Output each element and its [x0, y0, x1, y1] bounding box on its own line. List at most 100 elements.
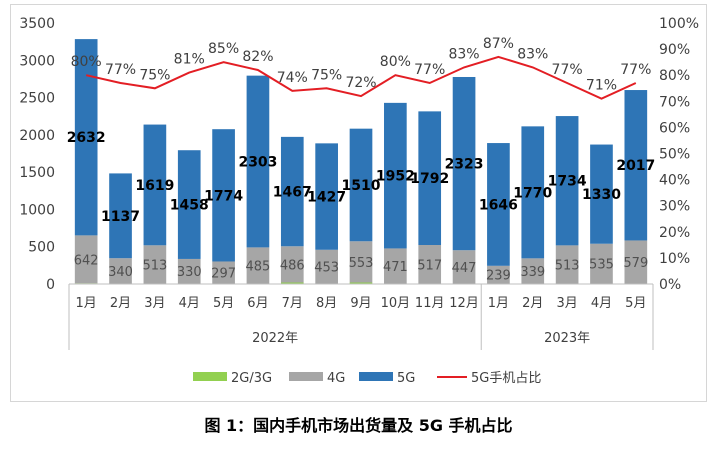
bar-4g — [418, 244, 442, 284]
data-label-5g: 1427 — [307, 190, 346, 206]
data-label-4g: 553 — [349, 256, 374, 271]
x-tick-label: 2月 — [110, 296, 131, 311]
x-tick-label: 1月 — [488, 296, 509, 311]
legend-label: 5G手机占比 — [471, 371, 541, 386]
line-data-label: 82% — [242, 49, 273, 65]
data-label-4g: 339 — [520, 265, 545, 280]
line-data-label: 77% — [552, 62, 583, 78]
y-right-tick-label: 10% — [659, 251, 690, 267]
line-data-label: 75% — [139, 67, 170, 83]
line-data-label: 77% — [414, 62, 445, 78]
bar-5g — [74, 39, 98, 236]
bar-5g — [521, 126, 545, 259]
line-data-label: 87% — [483, 36, 514, 52]
bar-5g — [487, 143, 510, 266]
bar-4g — [143, 245, 167, 284]
data-label-4g: 486 — [280, 258, 305, 273]
bar-4g — [212, 261, 235, 284]
legend-label: 4G — [327, 371, 345, 386]
data-label-5g: 1770 — [513, 185, 552, 201]
bar-5g — [315, 143, 338, 250]
y-left-tick-label: 3500 — [19, 16, 55, 32]
bar-5g — [555, 116, 579, 246]
bar-5g — [384, 102, 407, 249]
data-label-5g: 2632 — [67, 130, 106, 146]
line-data-label: 85% — [208, 41, 239, 57]
data-label-4g: 535 — [589, 258, 614, 273]
line-data-label: 72% — [345, 75, 376, 91]
bar-5g — [452, 76, 476, 251]
bar-5g — [624, 90, 648, 241]
y-right-tick-label: 30% — [659, 199, 690, 215]
bar-4g — [349, 241, 373, 283]
data-label-5g: 1792 — [410, 171, 449, 187]
legend-swatch — [193, 372, 227, 381]
data-label-4g: 513 — [142, 258, 167, 273]
shipment-chart: 0 500 1000 1500 2000 2500 3000 3500 0% 10% 20% 30% 4… — [19, 16, 699, 386]
data-label-5g: 1510 — [342, 178, 381, 194]
line-data-label: 80% — [71, 54, 102, 70]
data-label-4g: 642 — [74, 253, 99, 268]
y-right-tick-label: 90% — [659, 42, 690, 58]
bar-5g — [590, 144, 613, 244]
data-label-4g: 471 — [383, 260, 408, 275]
bar-4g — [246, 247, 270, 284]
data-label-5g: 1458 — [170, 198, 209, 214]
x-tick-label: 10月 — [381, 296, 411, 311]
line-data-label: 74% — [277, 70, 308, 86]
bar-4g — [384, 248, 407, 284]
x-tick-label: 4月 — [179, 296, 200, 311]
y-left-tick-label: 3000 — [19, 53, 55, 69]
y-right-tick-label: 100% — [659, 16, 699, 32]
bar-4g — [555, 245, 579, 284]
data-label-4g: 513 — [555, 258, 580, 273]
data-label-5g: 1952 — [376, 169, 415, 185]
x-tick-label: 12月 — [449, 296, 479, 311]
line-data-label: 77% — [620, 62, 651, 78]
x-tick-label: 3月 — [556, 296, 577, 311]
legend-swatch — [289, 372, 323, 381]
bar-5g — [246, 75, 270, 248]
x-tick-label: 7月 — [282, 296, 303, 311]
data-label-4g: 330 — [177, 265, 202, 280]
line-data-label: 81% — [174, 52, 205, 68]
x-tick-label: 9月 — [350, 296, 371, 311]
data-label-5g: 1619 — [135, 178, 174, 194]
data-label-5g: 1646 — [479, 197, 518, 213]
y-right-tick-label: 20% — [659, 225, 690, 241]
data-label-5g: 1734 — [548, 174, 587, 190]
bar-4g — [74, 235, 98, 284]
bar-5g — [109, 173, 132, 259]
x-tick-label: 4月 — [591, 296, 612, 311]
line-data-label: 71% — [586, 78, 617, 94]
x-group-label: 2023年 — [544, 331, 590, 346]
figure-caption: 图 1：国内手机市场出货量及 5G 手机占比 — [204, 416, 513, 435]
data-label-4g: 579 — [623, 256, 648, 271]
bar-2g-3g — [280, 282, 304, 284]
bar-2g-3g — [349, 282, 373, 284]
bar-4g — [280, 246, 304, 283]
legend-swatch — [359, 372, 393, 381]
data-label-5g: 1330 — [582, 187, 621, 203]
y-right-tick-label: 0% — [659, 277, 681, 293]
data-label-4g: 239 — [486, 269, 511, 284]
data-label-4g: 340 — [108, 265, 133, 280]
bar-4g — [590, 243, 613, 284]
y-left-tick-label: 0 — [46, 277, 55, 293]
bar-4g — [315, 249, 338, 284]
y-left-tick-label: 1000 — [19, 202, 55, 218]
y-right-tick-label: 80% — [659, 68, 690, 84]
line-data-label: 80% — [380, 54, 411, 70]
x-group-label: 2022年 — [252, 331, 298, 346]
data-label-4g: 517 — [417, 258, 442, 273]
legend-label: 2G/3G — [231, 371, 272, 386]
x-tick-label: 3月 — [144, 296, 165, 311]
bar-4g — [452, 250, 476, 284]
bar-4g — [624, 240, 648, 284]
line-data-label: 83% — [517, 46, 548, 62]
bar-5g — [212, 129, 235, 262]
bar-5g — [143, 124, 167, 246]
y-right-tick-label: 70% — [659, 94, 690, 110]
x-tick-label: 8月 — [316, 296, 337, 311]
x-tick-label: 11月 — [415, 296, 445, 311]
